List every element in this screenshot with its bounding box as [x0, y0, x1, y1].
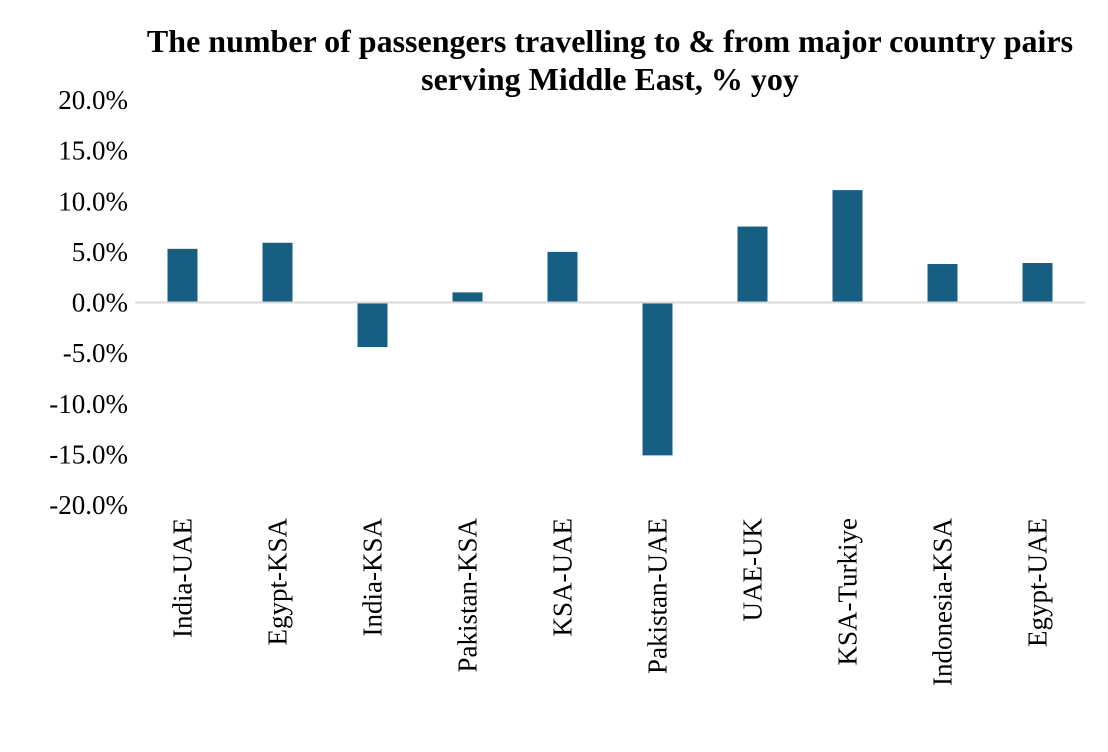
y-tick-label: 0.0%: [72, 288, 128, 318]
bar: [832, 190, 863, 303]
y-tick-label: -15.0%: [49, 439, 128, 469]
x-tick-label: India-KSA: [358, 518, 388, 637]
chart-title: The number of passengers travelling to &…: [146, 23, 1074, 97]
bar: [262, 242, 293, 303]
bar: [167, 248, 198, 303]
x-tick-label: Pakistan-KSA: [453, 518, 483, 673]
x-tick-label: UAE-UK: [738, 518, 768, 622]
x-tick-label: India-UAE: [168, 518, 198, 638]
y-tick-label: -5.0%: [63, 338, 128, 368]
bar: [1022, 263, 1053, 303]
y-tick-label: 15.0%: [58, 136, 128, 166]
bar: [737, 226, 768, 303]
bar: [547, 251, 578, 303]
y-tick-label: -10.0%: [49, 389, 128, 419]
x-tick-label: KSA-UAE: [548, 518, 578, 637]
bar: [452, 292, 483, 303]
x-tick-label: Pakistan-UAE: [643, 518, 673, 674]
y-tick-label: -20.0%: [49, 490, 128, 520]
y-tick-label: 5.0%: [72, 237, 128, 267]
bar: [927, 264, 958, 303]
x-tick-label: Egypt-UAE: [1023, 518, 1053, 647]
bar: [642, 302, 673, 456]
bar: [357, 302, 388, 348]
x-tick-label: Egypt-KSA: [263, 518, 293, 646]
y-tick-label: 10.0%: [58, 186, 128, 216]
x-tick-label: Indonesia-KSA: [928, 518, 958, 686]
y-tick-label: 20.0%: [58, 85, 128, 115]
x-tick-label: KSA-Turkiye: [833, 518, 863, 666]
